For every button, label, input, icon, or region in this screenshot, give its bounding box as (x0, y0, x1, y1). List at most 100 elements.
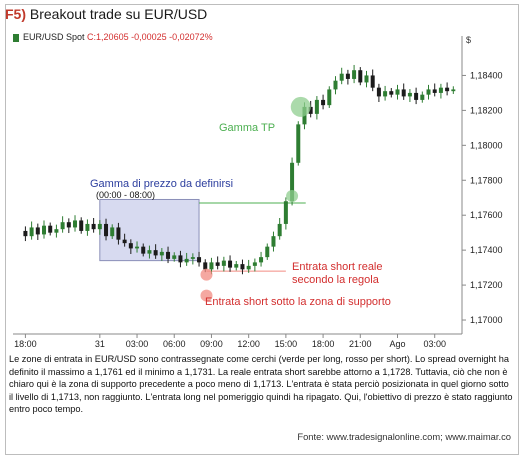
candle-body (321, 99, 326, 106)
candle-body (389, 91, 394, 95)
y-tick-label: 1,18400 (470, 70, 503, 80)
y-tick-label: 1,17000 (470, 315, 503, 325)
caption: Le zone di entrata in EUR/USD sono contr… (9, 354, 513, 415)
range-label: Gamma di prezzo da definirsi (90, 178, 233, 190)
candle-body (345, 73, 350, 79)
candle-body (104, 223, 109, 237)
figure-tag: F5) (5, 6, 26, 22)
candle-body (166, 251, 171, 259)
x-tick-label: 03:00 (423, 339, 446, 349)
price-chart: $1,18400 1,18200 1,18000 1,17800 1,17600 1,17… (13, 35, 503, 349)
candle-body (352, 70, 357, 79)
candle-body (290, 162, 295, 202)
candle-body (97, 223, 102, 230)
candle-body (54, 229, 59, 233)
candle-body (172, 255, 177, 259)
x-tick-label: 18:00 (312, 339, 335, 349)
candle-body (401, 89, 406, 97)
short-support-label: Entrata short sotto la zona di supporto (205, 296, 391, 308)
short-entry-marker (200, 289, 213, 302)
candle-body (370, 75, 375, 88)
candle-body (110, 227, 115, 237)
candle-body (333, 80, 338, 90)
x-tick-label: 21:00 (349, 339, 372, 349)
candle-body (364, 75, 369, 83)
chart-title-text: Breakout trade su EUR/USD (29, 6, 208, 22)
y-tick-label: 1,17400 (470, 245, 503, 255)
candle-body (178, 255, 183, 263)
candle-body (327, 89, 332, 106)
candle-body (141, 246, 146, 254)
candle-body (432, 89, 437, 93)
figure-frame (5, 4, 519, 455)
target-marker (290, 96, 311, 117)
source-credit: Fonte: www.tradesignalonline.com; www.ma… (297, 431, 511, 442)
candle-body (66, 222, 71, 228)
currency-symbol: $ (466, 35, 471, 45)
y-tick-label: 1,17600 (470, 210, 503, 220)
x-tick-label: Ago (389, 339, 405, 349)
x-tick-label: 12:00 (237, 339, 260, 349)
candle-body (296, 124, 301, 163)
short-entry-marker (200, 268, 213, 281)
candle-body (246, 265, 251, 270)
candle-body (73, 220, 78, 228)
candle-body (445, 87, 450, 92)
candle-body (215, 262, 220, 266)
x-tick-label: 15:00 (275, 339, 298, 349)
candle-body (314, 99, 319, 114)
candle-body (259, 257, 264, 263)
candle-body (85, 223, 90, 231)
candle-body (221, 260, 226, 266)
candle-body (42, 225, 47, 235)
candle-body (122, 239, 127, 244)
legend: EUR/USD Spot C:1,20605 -0,00025 -0,02072… (13, 32, 213, 42)
candle-body (234, 264, 239, 268)
candle-body (135, 246, 140, 249)
candle-body (414, 92, 419, 100)
candle-body (265, 246, 270, 258)
candle-body (23, 230, 28, 237)
candle-body (308, 106, 313, 114)
candle-body (451, 89, 456, 92)
candle-body (190, 257, 195, 259)
x-tick-label: 31 (95, 339, 105, 349)
candle-body (203, 262, 208, 270)
x-tick-label: 03:00 (126, 339, 149, 349)
candle-body (395, 89, 400, 95)
y-tick-label: 1,17800 (470, 175, 503, 185)
candle-body (228, 260, 233, 268)
candle-body (407, 92, 412, 97)
x-tick-label: 06:00 (163, 339, 186, 349)
short-real-label-line1: Entrata short reale (292, 261, 383, 273)
candle-body (116, 227, 121, 240)
candle-body (438, 87, 443, 93)
candle-body (153, 250, 158, 256)
long-entry-marker (286, 189, 299, 202)
candle-body (420, 94, 425, 100)
legend-swatch (13, 33, 19, 42)
x-tick-label: 18:00 (14, 339, 37, 349)
legend-values: C:1,20605 -0,00025 -0,02072% (87, 32, 213, 42)
candle-body (383, 91, 388, 97)
candle-body (426, 89, 431, 95)
candle-body (283, 201, 288, 224)
candle-body (209, 262, 214, 270)
short-real-label-line2: secondo la regola (292, 274, 380, 286)
candle-body (240, 264, 245, 270)
candle-body (35, 227, 40, 235)
candle-body (48, 225, 53, 233)
candle-body (79, 220, 84, 231)
candle-body (159, 251, 164, 256)
candle-body (252, 262, 257, 266)
y-tick-label: 1,17200 (470, 280, 503, 290)
candle-body (91, 223, 96, 230)
y-tick-label: 1,18000 (470, 140, 503, 150)
candle-body (339, 73, 344, 81)
candle-body (358, 70, 363, 83)
candle-body (29, 227, 34, 237)
x-tick-label: 09:00 (200, 339, 223, 349)
y-tick-label: 1,18200 (470, 105, 503, 115)
candle-body (60, 222, 65, 230)
candle-body (277, 223, 282, 237)
